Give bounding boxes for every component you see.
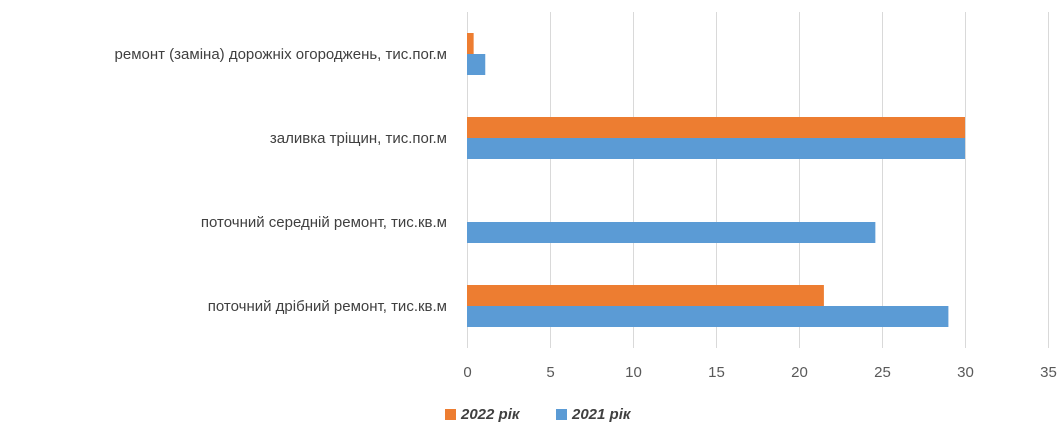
x-tick-label: 10 bbox=[625, 364, 642, 381]
x-tick-label: 25 bbox=[874, 364, 891, 381]
x-tick-label: 30 bbox=[957, 364, 974, 381]
x-axis-tick-labels: 0 5 10 15 20 25 30 35 bbox=[463, 364, 1057, 381]
bar-series-b bbox=[467, 54, 486, 75]
legend: 2022 рік 2021 рік bbox=[445, 406, 632, 423]
bar-series-a bbox=[467, 117, 965, 138]
legend-label: 2022 рік bbox=[460, 406, 521, 423]
bar-series-b bbox=[467, 222, 876, 243]
category-label: поточний середній ремонт, тис.кв.м bbox=[201, 214, 447, 231]
x-tick-label: 20 bbox=[791, 364, 808, 381]
legend-swatch bbox=[556, 409, 567, 420]
category-label: ремонт (заміна) дорожніх огороджень, тис… bbox=[115, 46, 447, 63]
bar-series-b bbox=[467, 306, 949, 327]
category-label: поточний дрібний ремонт, тис.кв.м bbox=[208, 298, 447, 315]
category-label: заливка тріщин, тис.пог.м bbox=[270, 130, 447, 147]
bar-series-a bbox=[467, 285, 824, 306]
bar-series-b bbox=[467, 138, 965, 159]
x-tick-label: 15 bbox=[708, 364, 725, 381]
legend-swatch bbox=[445, 409, 456, 420]
category-labels: поточний дрібний ремонт, тис.кв.м поточни… bbox=[115, 46, 447, 315]
legend-label: 2021 рік bbox=[571, 406, 632, 423]
x-tick-label: 5 bbox=[546, 364, 554, 381]
x-tick-label: 35 bbox=[1040, 364, 1057, 381]
bars bbox=[467, 33, 965, 327]
x-tick-label: 0 bbox=[463, 364, 471, 381]
bar-series-a bbox=[467, 33, 474, 54]
gridlines bbox=[467, 12, 1049, 348]
